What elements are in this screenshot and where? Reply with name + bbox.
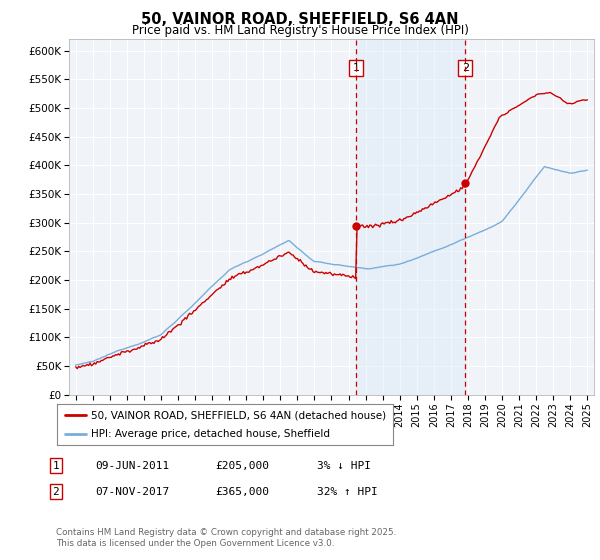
Line: 50, VAINOR ROAD, SHEFFIELD, S6 4AN (detached house): 50, VAINOR ROAD, SHEFFIELD, S6 4AN (deta… [76, 92, 587, 368]
Bar [356, 39, 466, 395]
Text: 50, VAINOR ROAD, SHEFFIELD, S6 4AN: 50, VAINOR ROAD, SHEFFIELD, S6 4AN [141, 12, 459, 27]
50, VAINOR ROAD, SHEFFIELD, S6 4AN (detached house) [88, 362, 95, 369]
Text: 09-JUN-2011: 09-JUN-2011 [95, 461, 169, 471]
HPI: Average price, detached house, Sheffield: (2.02e+03, 3.53e+05): Average price, detached house, Sheffield… [521, 189, 528, 196]
Text: 07-NOV-2017: 07-NOV-2017 [95, 487, 169, 497]
50, VAINOR ROAD, SHEFFIELD, S6 4AN (detached house) [365, 224, 372, 231]
Text: 3% ↓ HPI: 3% ↓ HPI [317, 461, 371, 471]
Text: 1: 1 [353, 63, 359, 73]
50, VAINOR ROAD, SHEFFIELD, S6 4AN (detached house) [382, 220, 389, 226]
HPI: Average price, detached house, Sheffield: (2e+03, 5.2e+04): Average price, detached house, Sheffield… [72, 362, 79, 368]
50, VAINOR ROAD, SHEFFIELD, S6 4AN (detached house) [584, 96, 591, 103]
Text: £205,000: £205,000 [215, 461, 269, 471]
HPI: Average price, detached house, Sheffield: (2.01e+03, 2.24e+05): Average price, detached house, Sheffield… [380, 263, 388, 270]
Text: Price paid vs. HM Land Registry's House Price Index (HPI): Price paid vs. HM Land Registry's House … [131, 24, 469, 36]
Text: Contains HM Land Registry data © Crown copyright and database right 2025.
This d: Contains HM Land Registry data © Crown c… [56, 528, 396, 548]
HPI: Average price, detached house, Sheffield: (2e+03, 5.76e+04): Average price, detached house, Sheffield… [86, 358, 94, 365]
Text: 32% ↑ HPI: 32% ↑ HPI [317, 487, 377, 497]
HPI: Average price, detached house, Sheffield: (2.02e+03, 3.92e+05): Average price, detached house, Sheffield… [584, 167, 591, 174]
Text: 50, VAINOR ROAD, SHEFFIELD, S6 4AN (detached house): 50, VAINOR ROAD, SHEFFIELD, S6 4AN (deta… [91, 410, 386, 421]
Text: 2: 2 [52, 487, 59, 497]
HPI: Average price, detached house, Sheffield: (2.01e+03, 2.27e+05): Average price, detached house, Sheffield… [392, 262, 399, 268]
50, VAINOR ROAD, SHEFFIELD, S6 4AN (detached house) [393, 218, 400, 225]
HPI: Average price, detached house, Sheffield: (2.01e+03, 2.2e+05): Average price, detached house, Sheffield… [364, 265, 371, 272]
Line: HPI: Average price, detached house, Sheffield: HPI: Average price, detached house, Shef… [76, 166, 587, 365]
Text: £365,000: £365,000 [215, 487, 269, 497]
HPI: Average price, detached house, Sheffield: (2.02e+03, 3.98e+05): Average price, detached house, Sheffield… [541, 163, 548, 170]
50, VAINOR ROAD, SHEFFIELD, S6 4AN (detached house) [547, 89, 554, 96]
HPI: Average price, detached house, Sheffield: (2e+03, 1.21e+05): Average price, detached house, Sheffield… [167, 322, 175, 329]
Text: 2: 2 [462, 63, 469, 73]
50, VAINOR ROAD, SHEFFIELD, S6 4AN (detached house) [523, 98, 530, 105]
Text: HPI: Average price, detached house, Sheffield: HPI: Average price, detached house, Shef… [91, 429, 329, 439]
50, VAINOR ROAD, SHEFFIELD, S6 4AN (detached house) [169, 326, 176, 333]
50, VAINOR ROAD, SHEFFIELD, S6 4AN (detached house) [72, 363, 79, 370]
50, VAINOR ROAD, SHEFFIELD, S6 4AN (detached house) [74, 365, 81, 372]
Text: 1: 1 [52, 461, 59, 471]
